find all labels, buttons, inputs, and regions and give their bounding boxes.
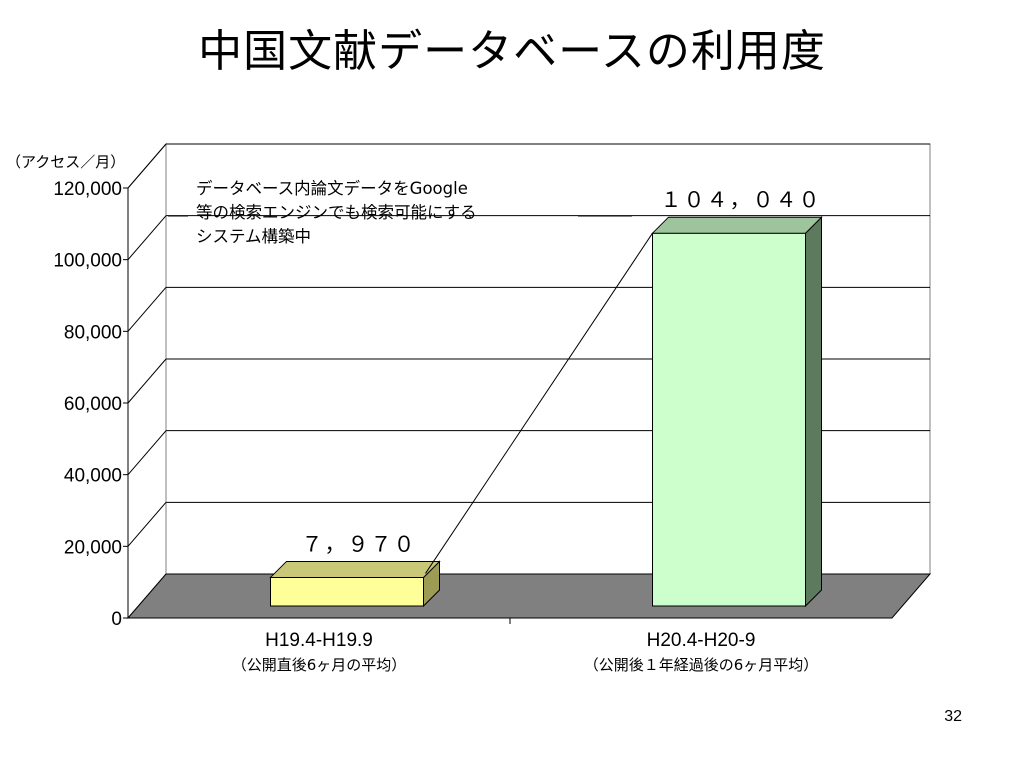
bar-top: [651, 216, 823, 234]
bar-side: [805, 215, 822, 608]
data-label: １０４，０４０: [661, 188, 822, 212]
annotation-text: 等の検索エンジンでも検索可能にする: [196, 203, 477, 222]
annotation-text: システム構築中: [196, 227, 311, 246]
gridline-side: [127, 430, 167, 475]
y-unit-label: （アクセス／月）: [6, 153, 125, 171]
gridline-side: [127, 143, 167, 189]
data-label: ７，９７０: [302, 532, 417, 556]
bar: [652, 232, 806, 607]
y-tick-label: 100,000: [53, 251, 122, 272]
gridline-side: [127, 358, 167, 404]
trend-line: [425, 232, 653, 574]
x-category-note: （公開後１年経過後の6ヶ月平均）: [584, 656, 819, 674]
y-tick-label: 60,000: [64, 394, 122, 415]
gridline-side: [127, 287, 167, 332]
slide-title: 中国文献データベースの利用度: [198, 26, 826, 77]
page-number: 32: [944, 708, 962, 725]
gridline-side: [127, 502, 167, 547]
x-category-note: （公開直後6ヶ月の平均）: [232, 656, 407, 674]
y-tick-label: 80,000: [64, 322, 122, 343]
bar: [270, 576, 424, 607]
y-tick-label: 0: [111, 609, 122, 630]
y-tick-label: 20,000: [64, 537, 122, 558]
y-tick-label: 120,000: [53, 179, 122, 200]
x-category-label: H20.4-H20-9: [647, 630, 756, 651]
y-tick-label: 40,000: [64, 466, 122, 487]
annotation-text: データベース内論文データをGoogle: [196, 178, 468, 198]
gridline-side: [127, 215, 167, 260]
x-category-label: H19.4-H19.9: [265, 630, 373, 651]
bar-top: [269, 560, 441, 578]
